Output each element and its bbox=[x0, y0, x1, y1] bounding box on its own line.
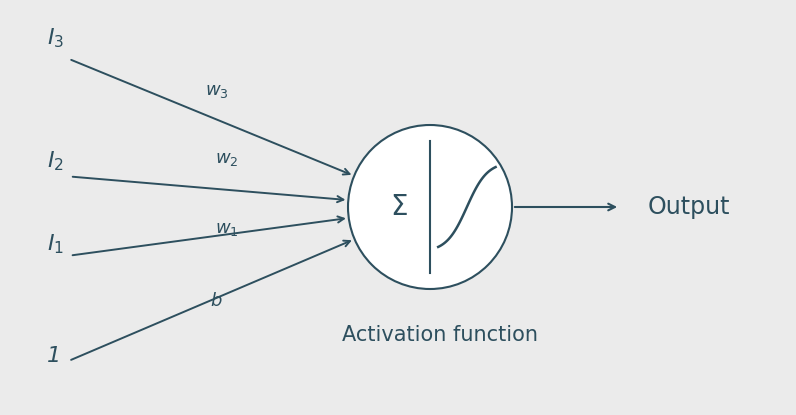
Text: Activation function: Activation function bbox=[342, 325, 538, 345]
Text: $\mathit{I}_{3}$: $\mathit{I}_{3}$ bbox=[47, 27, 64, 50]
Text: $\mathit{w}_{1}$: $\mathit{w}_{1}$ bbox=[215, 220, 239, 238]
Text: $\mathit{w}_{3}$: $\mathit{w}_{3}$ bbox=[205, 82, 228, 100]
Text: $\mathit{I}_{1}$: $\mathit{I}_{1}$ bbox=[47, 232, 64, 256]
Text: $\mathit{I}_{2}$: $\mathit{I}_{2}$ bbox=[47, 149, 64, 173]
Text: $\Sigma$: $\Sigma$ bbox=[390, 193, 408, 221]
Circle shape bbox=[348, 125, 512, 289]
Text: $\mathit{b}$: $\mathit{b}$ bbox=[210, 292, 223, 310]
Text: Output: Output bbox=[648, 195, 731, 219]
Text: 1: 1 bbox=[47, 346, 61, 366]
Text: $\mathit{w}_{2}$: $\mathit{w}_{2}$ bbox=[215, 150, 239, 168]
